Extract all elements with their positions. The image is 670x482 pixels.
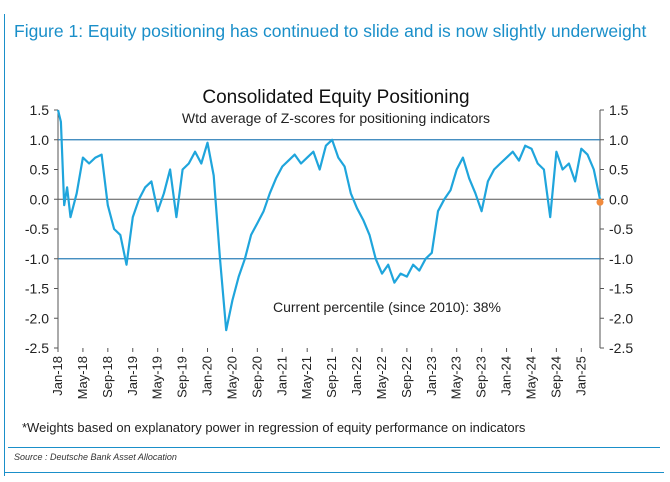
source-divider — [8, 447, 660, 448]
x-tick-label: May-19 — [150, 356, 165, 399]
y-tick-label-left: 1.5 — [30, 102, 50, 118]
x-tick-label: May-18 — [75, 356, 90, 399]
y-tick-label-right: 0.0 — [609, 191, 629, 207]
x-tick-label: Sep-18 — [100, 356, 115, 398]
x-tick-label: Sep-21 — [324, 356, 339, 398]
y-tick-label-right: -2.0 — [609, 310, 633, 326]
x-tick-label: Jan-18 — [50, 356, 65, 396]
x-tick-label: Jan-20 — [200, 356, 215, 396]
y-tick-label-left: -0.5 — [25, 221, 49, 237]
x-tick-label: Jan-23 — [424, 356, 439, 396]
y-tick-label-left: 0.0 — [30, 191, 50, 207]
footnote: *Weights based on explanatory power in r… — [22, 420, 526, 435]
x-tick-label: Sep-23 — [474, 356, 489, 398]
x-tick-label: May-21 — [299, 356, 314, 399]
x-tick-label: Jan-21 — [274, 356, 289, 396]
x-tick-label: Sep-20 — [249, 356, 264, 398]
source-note: Source : Deutsche Bank Asset Allocation — [14, 452, 177, 462]
latest-value-marker — [596, 198, 604, 206]
x-tick-label: Jan-24 — [499, 356, 514, 396]
y-tick-label-right: -1.5 — [609, 281, 633, 297]
x-tick-label: Sep-24 — [548, 356, 563, 398]
y-tick-label-right: 0.5 — [609, 162, 629, 178]
y-tick-label-left: -1.5 — [25, 281, 49, 297]
y-tick-label-left: -1.0 — [25, 251, 49, 267]
y-tick-label-right: -1.0 — [609, 251, 633, 267]
x-tick-label: Sep-22 — [399, 356, 414, 398]
figure-frame-left — [4, 14, 5, 476]
x-tick-label: May-24 — [523, 356, 538, 399]
y-tick-label-left: -2.0 — [25, 310, 49, 326]
y-tick-label-right: 1.5 — [609, 102, 629, 118]
x-tick-label: Jan-19 — [125, 356, 140, 396]
figure-title: Figure 1: Equity positioning has continu… — [14, 21, 647, 41]
y-tick-label-right: -2.5 — [609, 340, 633, 356]
y-tick-label-right: -0.5 — [609, 221, 633, 237]
x-tick-label: May-23 — [449, 356, 464, 399]
y-tick-label-left: 0.5 — [30, 162, 50, 178]
x-tick-label: May-22 — [374, 356, 389, 399]
figure-frame-bottom — [4, 472, 664, 473]
x-tick-label: Sep-19 — [175, 356, 190, 398]
chart-title: Consolidated Equity Positioning — [202, 87, 469, 108]
y-tick-label-left: 1.0 — [30, 132, 50, 148]
x-tick-label: May-20 — [224, 356, 239, 399]
positioning-series-line — [56, 109, 602, 332]
chart-annotation: Current percentile (since 2010): 38% — [273, 299, 501, 315]
chart-subtitle: Wtd average of Z-scores for positioning … — [182, 110, 490, 126]
x-tick-label: Jan-25 — [573, 356, 588, 396]
y-tick-label-left: -2.5 — [25, 340, 49, 356]
y-tick-label-right: 1.0 — [609, 132, 629, 148]
x-tick-label: Jan-22 — [349, 356, 364, 396]
